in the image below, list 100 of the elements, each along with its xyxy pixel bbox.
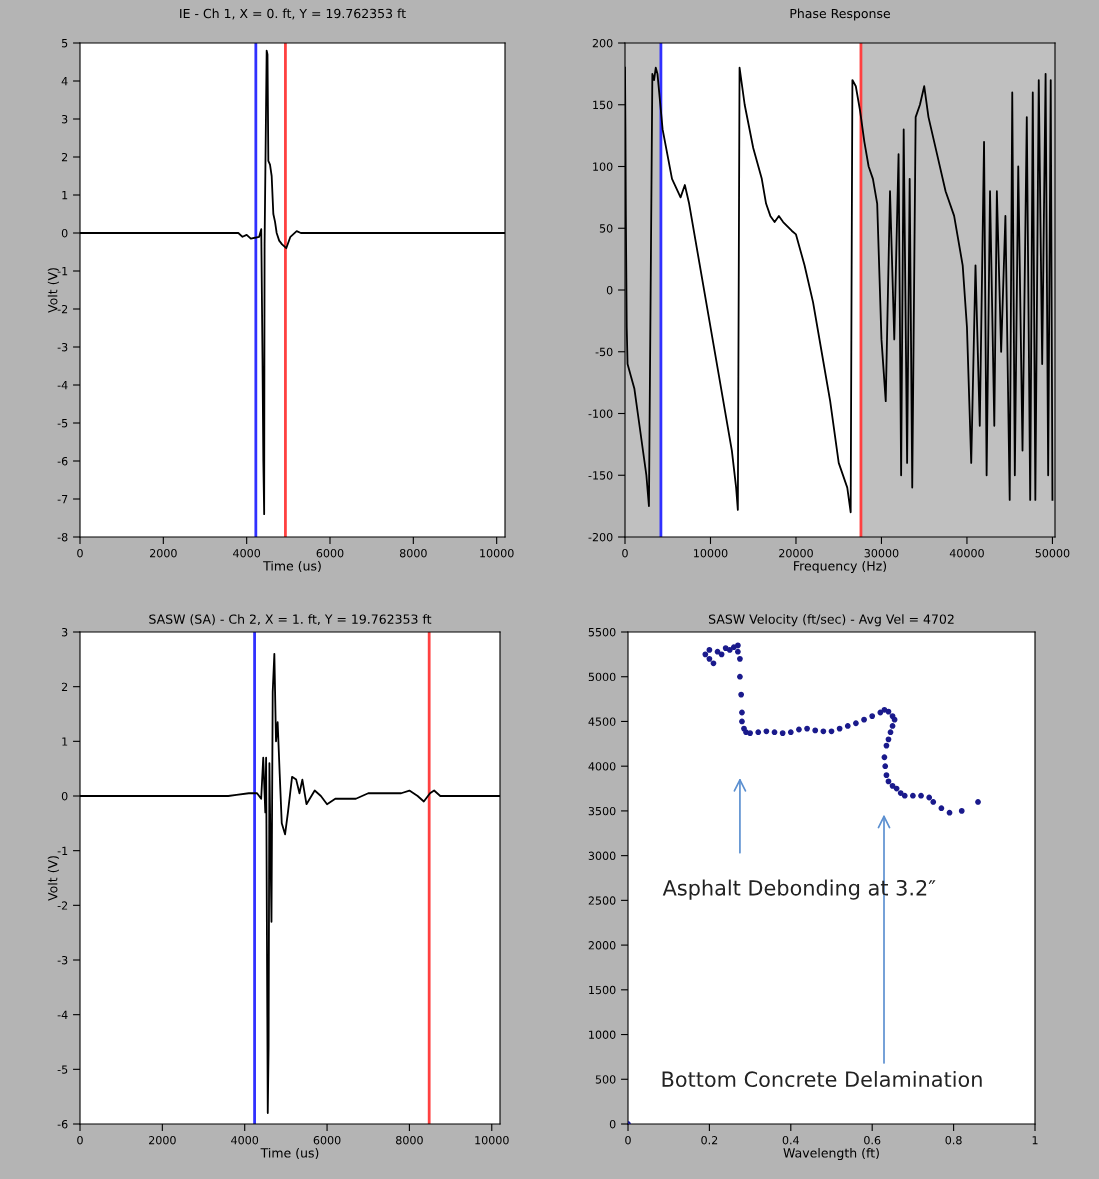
x-tick-label: 0.6 xyxy=(864,1136,881,1145)
point xyxy=(930,799,937,805)
y-tick-label: 200 xyxy=(592,38,613,48)
x-tick-label: 50000 xyxy=(1035,549,1070,558)
x-tick-label: 0 xyxy=(625,1136,631,1145)
y-tick-label: -200 xyxy=(588,532,613,542)
point xyxy=(722,645,729,651)
point xyxy=(885,778,892,785)
point xyxy=(881,706,888,713)
point xyxy=(787,729,794,736)
y-tick-label: -3 xyxy=(57,955,68,965)
y-tick-label: 2 xyxy=(61,152,68,162)
y-tick-label: -1 xyxy=(57,846,68,855)
point xyxy=(734,642,741,649)
point xyxy=(881,754,888,761)
x-tick-label: 4000 xyxy=(231,1136,259,1145)
y-tick-label: -7 xyxy=(57,495,68,504)
point xyxy=(887,729,894,736)
y-tick-label: 4 xyxy=(61,77,68,86)
y-tick-label: -4 xyxy=(57,381,68,390)
y-tick-label: 1 xyxy=(62,191,68,200)
point xyxy=(771,729,778,736)
point xyxy=(706,646,713,653)
point xyxy=(891,716,898,723)
y-tick-label: -50 xyxy=(595,347,613,357)
point xyxy=(726,646,733,653)
y-axis-title: Volt (V) xyxy=(47,268,59,313)
y-tick-label: -2 xyxy=(57,901,68,910)
point xyxy=(946,809,953,816)
point xyxy=(938,805,945,812)
point xyxy=(737,673,743,680)
point xyxy=(706,655,713,662)
y-tick-label: -5 xyxy=(57,419,68,428)
y-tick-label: -6 xyxy=(57,1119,68,1129)
x-tick-label: 0 xyxy=(77,1136,83,1145)
point xyxy=(883,742,890,749)
point xyxy=(718,651,725,658)
x-tick-label: 1 xyxy=(1032,1136,1038,1145)
x-tick-label: 0.2 xyxy=(701,1136,718,1145)
point xyxy=(828,728,835,735)
x-tick-label: 4000 xyxy=(233,549,261,558)
y-tick-label: 0 xyxy=(606,285,613,295)
x-axis-title: Time (us) xyxy=(263,560,321,573)
y-tick-label: 100 xyxy=(593,162,613,171)
y-tick-label: 4500 xyxy=(588,717,616,726)
point xyxy=(882,763,889,770)
y-tick-label: 5000 xyxy=(588,672,616,682)
y-tick-label: 0 xyxy=(609,1119,616,1129)
x-tick-label: 6000 xyxy=(316,549,344,558)
y-tick-label: 3500 xyxy=(588,806,616,816)
point xyxy=(739,718,745,725)
point xyxy=(710,660,717,667)
point xyxy=(885,736,892,743)
y-tick-label: -5 xyxy=(57,1065,68,1074)
x-tick-label: 10000 xyxy=(475,1136,509,1145)
point xyxy=(877,709,884,716)
y-tick-label: 500 xyxy=(595,1075,616,1084)
x-tick-label: 20000 xyxy=(779,549,813,558)
x-tick-label: 0.4 xyxy=(782,1136,800,1145)
y-tick-label: 1 xyxy=(62,737,68,746)
point xyxy=(737,655,743,662)
point xyxy=(901,792,908,799)
point xyxy=(893,785,900,792)
point xyxy=(743,729,749,736)
y-tick-label: 3 xyxy=(61,627,68,637)
point xyxy=(910,792,916,799)
x-tick-label: 8000 xyxy=(396,1136,423,1145)
y-axis-title: Volt (V) xyxy=(47,856,59,901)
y-tick-label: 2000 xyxy=(588,941,616,950)
x-axis-title: Wavelength (ft) xyxy=(783,1147,879,1161)
point xyxy=(747,730,753,736)
point xyxy=(918,792,924,799)
chart-title: SASW (SA) - Ch 2, X = 1. ft, Y = 19.762353 ft xyxy=(149,614,432,626)
point xyxy=(812,727,819,734)
y-tick-label: -2 xyxy=(57,304,68,314)
y-tick-label: 3000 xyxy=(588,851,616,861)
point xyxy=(763,728,770,735)
y-tick-label: 50 xyxy=(599,224,613,233)
y-tick-label: 2 xyxy=(61,682,68,691)
x-tick-label: 2000 xyxy=(149,1136,176,1145)
chart-title: Phase Response xyxy=(790,8,890,21)
y-tick-label: -100 xyxy=(588,409,613,418)
x-axis-title: Time (us) xyxy=(260,1147,319,1160)
y-tick-label: 5500 xyxy=(588,627,616,637)
chart-title: SASW Velocity (ft/sec) - Avg Vel = 4702 xyxy=(708,614,954,627)
x-tick-label: 2000 xyxy=(150,549,177,558)
x-tick-label: 10000 xyxy=(694,549,728,558)
point xyxy=(755,729,762,736)
y-tick-label: 1000 xyxy=(589,1030,616,1039)
y-tick-label: 5 xyxy=(61,39,68,48)
y-tick-label: 0 xyxy=(61,228,68,238)
point xyxy=(883,772,890,779)
point xyxy=(885,708,892,715)
point xyxy=(820,728,827,735)
y-tick-label: 3 xyxy=(61,114,68,124)
chart-title: IE - Ch 1, X = 0. ft, Y = 19.762353 ft xyxy=(180,8,406,20)
point xyxy=(869,713,876,719)
point xyxy=(889,782,896,789)
point xyxy=(889,723,896,729)
x-tick-label: 0 xyxy=(77,549,83,558)
